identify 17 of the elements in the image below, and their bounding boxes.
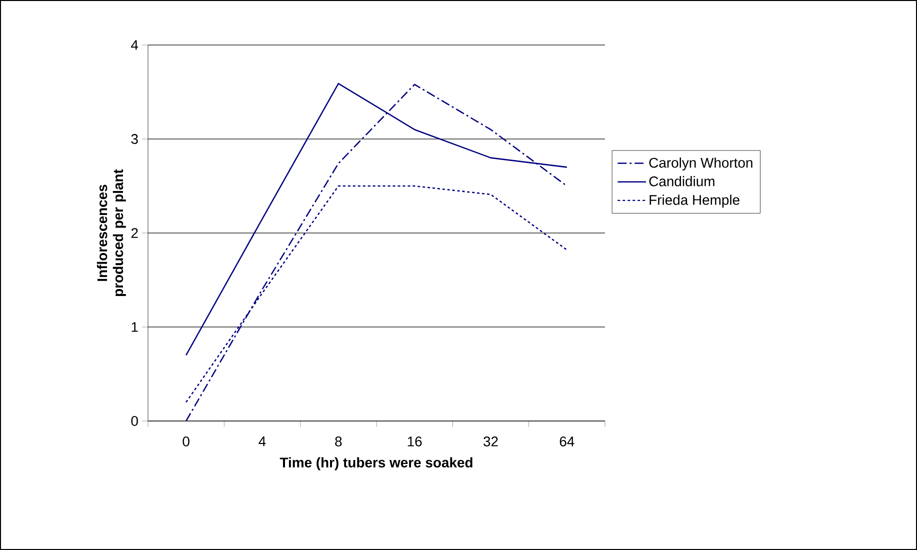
y-tick-label: 4	[131, 40, 138, 50]
y-axis-title: Inflorescences produced per plant	[96, 169, 126, 296]
y-tick-label: 2	[131, 228, 138, 238]
y-tick-label: 1	[132, 322, 138, 332]
legend-label: Candidium	[649, 176, 714, 186]
y-tick-label: 0	[131, 416, 138, 426]
y-tick-label: 3	[131, 134, 138, 144]
legend-label: Frieda Hemple	[650, 194, 740, 208]
x-tick-label: 0	[182, 436, 190, 446]
x-tick-label: 32	[484, 436, 498, 446]
line-series	[185, 84, 568, 421]
x-axis-title: Time (hr) tubers were soaked	[280, 457, 472, 470]
x-tick-label: 16	[408, 436, 422, 446]
x-tick-label: 4	[258, 436, 266, 446]
legend-label: Carolyn Whorton	[649, 157, 752, 170]
x-tick-label: 8	[335, 436, 342, 446]
x-tick-label: 64	[560, 436, 574, 446]
